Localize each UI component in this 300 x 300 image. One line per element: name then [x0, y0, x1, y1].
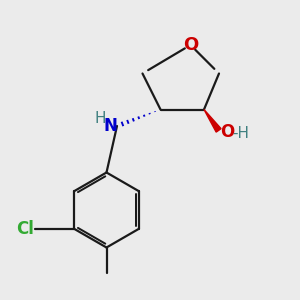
- Text: O: O: [220, 123, 234, 141]
- Text: N: N: [103, 117, 117, 135]
- Text: -H: -H: [232, 127, 249, 142]
- Polygon shape: [204, 110, 221, 132]
- Text: Cl: Cl: [16, 220, 34, 238]
- Text: O: O: [183, 36, 198, 54]
- Text: H: H: [95, 111, 106, 126]
